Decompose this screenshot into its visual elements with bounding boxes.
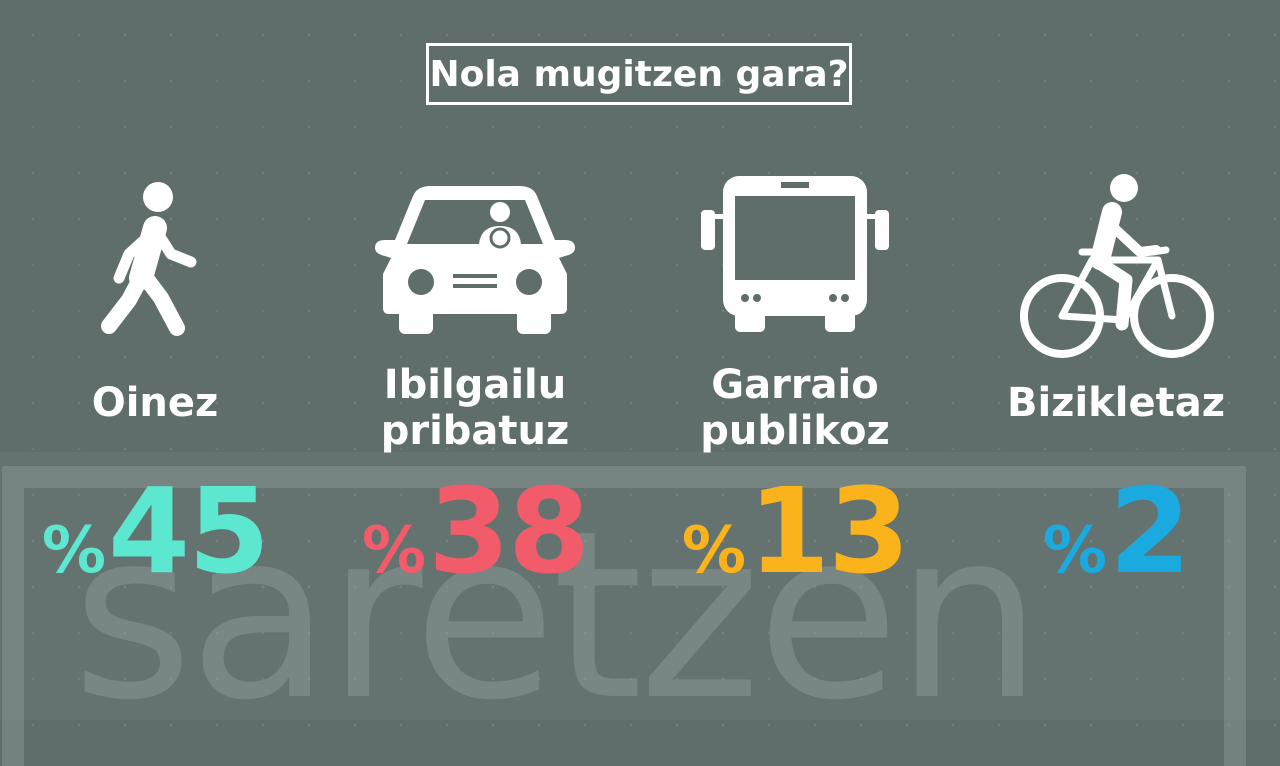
percent-value: % 38 <box>325 462 625 600</box>
category-oinez: Oinez % 45 <box>5 0 305 720</box>
category-bizikletaz: Bizikletaz % 2 <box>966 0 1266 720</box>
category-label-line2: pribatuz <box>380 408 570 454</box>
value-number: 38 <box>427 462 590 600</box>
car-icon <box>325 178 625 358</box>
percent-value: % 2 <box>966 462 1266 600</box>
percent-sign: % <box>361 514 426 588</box>
category-label: Garraio publikoz <box>645 362 945 454</box>
category-label: Bizikletaz <box>966 380 1266 426</box>
watermark-logo-text: saretzen <box>72 481 1043 751</box>
category-label: Ibilgailu pribatuz <box>325 362 625 454</box>
value-number: 13 <box>747 462 910 600</box>
category-ibilgailu-pribatuz: Ibilgailu pribatuz % 38 <box>325 0 625 720</box>
chart-title-text: Nola mugitzen gara? <box>429 53 849 95</box>
percent-sign: % <box>41 514 106 588</box>
category-label-line2: publikoz <box>700 408 890 454</box>
bicycle-icon <box>966 170 1266 358</box>
category-label: Oinez <box>5 380 305 426</box>
category-label-line1: Garraio <box>711 362 879 408</box>
bus-icon <box>645 170 945 350</box>
watermark-frame <box>2 466 1246 766</box>
percent-sign: % <box>1042 514 1107 588</box>
percent-value: % 45 <box>5 462 305 600</box>
category-label-line1: Bizikletaz <box>1006 380 1226 426</box>
value-number: 2 <box>1109 462 1191 600</box>
percent-value: % 13 <box>645 462 945 600</box>
category-label-line1: Oinez <box>91 380 219 426</box>
chart-title: Nola mugitzen gara? <box>426 43 852 105</box>
walking-person-icon <box>5 170 305 350</box>
percent-sign: % <box>681 514 746 588</box>
category-garraio-publikoz: Garraio publikoz % 13 <box>645 0 945 720</box>
category-label-line1: Ibilgailu <box>383 362 567 408</box>
value-number: 45 <box>107 462 270 600</box>
